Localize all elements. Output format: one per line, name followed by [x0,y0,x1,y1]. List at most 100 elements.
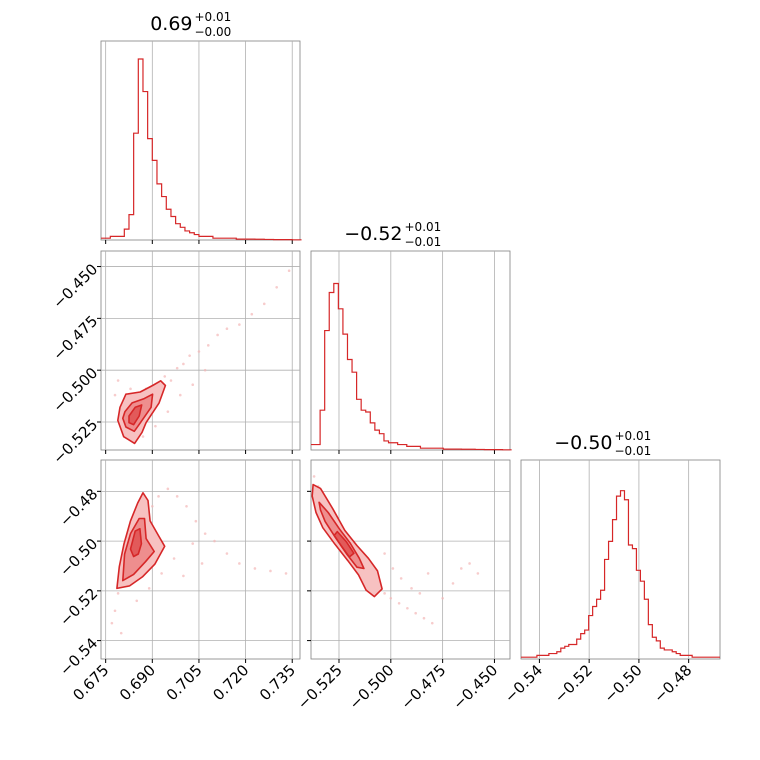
sample-point [430,621,434,625]
sample-point [216,333,219,337]
sample-point [157,495,160,498]
sample-point [238,562,241,565]
panel-frame [310,459,511,660]
sample-point [191,383,195,387]
contour-level [128,404,143,426]
title-median: −0.50 [554,432,612,454]
tick-label-x: −0.50 [601,661,646,706]
sample-point [312,475,316,478]
x-axis [338,251,495,454]
sample-point [459,567,463,570]
sample-point [110,621,114,625]
sample-point [383,552,386,555]
contour-level [333,530,355,558]
title-minus: −0.01 [405,235,442,249]
tick-label-x: 0.735 [256,661,299,704]
sample-point [113,393,117,397]
sample-point [391,567,395,570]
sample-point [169,379,173,382]
sample-point [113,609,117,613]
tick-label-x: −0.52 [551,661,596,706]
sample-point [163,375,167,378]
histogram-step [311,282,512,451]
histogram-step [521,490,720,658]
sample-point [225,552,229,555]
sample-point [253,567,257,570]
sample-point [203,368,207,372]
sample-point [287,269,291,272]
sample-point [476,572,480,575]
sample-point [284,572,288,575]
contour-level [129,527,143,558]
sample-point [175,366,179,370]
sample-point [269,569,272,573]
tick-label-x: 0.720 [209,661,252,704]
tick-label-y: −0.500 [49,364,101,416]
sample-point [116,379,120,382]
sample-point [410,587,413,590]
sample-point [185,504,188,508]
tick-label-x: −0.525 [294,661,346,713]
sample-point [194,519,198,523]
x-axis: −0.54 −0.52 −0.50 −0.48 [501,460,695,706]
tick-label-x: −0.475 [397,661,449,713]
sample-point [397,601,401,605]
sample-point [172,557,176,560]
title-plus: +0.01 [615,429,652,443]
tick-label-x: −0.48 [650,661,695,706]
x-axis [105,251,293,454]
y-axis: −0.525−0.500−0.475−0.450 [49,260,300,468]
sample-point [206,344,210,347]
tick-label-y: −0.52 [56,584,101,629]
sample-point [182,362,185,366]
sample-point [426,572,430,575]
histogram-step [101,58,302,241]
sample-point [191,542,195,545]
sample-point [414,611,417,615]
panel-frame [100,250,301,451]
sample-point [203,532,207,535]
panel-title: −0.50 +0.01−0.01 [554,429,651,458]
sample-point [154,424,157,428]
panel-frame [520,459,721,660]
sample-point [178,393,182,397]
sample-point [119,631,123,635]
title-median: −0.52 [344,223,402,245]
sample-point [175,495,179,498]
sample-point [250,312,254,316]
title-minus: −0.01 [615,444,652,458]
sample-point [213,539,216,543]
sample-point [160,572,163,575]
sample-point [399,577,403,580]
sample-point [147,587,151,590]
sample-point [166,410,170,413]
sample-point [141,435,145,438]
sample-point [275,285,278,289]
tick-label-y: −0.450 [49,260,101,312]
tick-label-x: 0.705 [163,661,206,704]
title-minus: −0.00 [195,25,232,39]
tick-label-y: −0.48 [56,485,101,530]
sample-point [406,606,409,610]
sample-point [389,597,393,600]
title-plus: +0.01 [405,220,442,234]
tick-label-y: −0.50 [56,535,101,580]
sample-point [441,597,444,600]
sample-point [451,582,455,585]
sample-point [238,323,241,326]
sample-point [135,599,139,603]
sample-point [129,387,132,391]
tick-label-y: −0.475 [49,312,101,364]
sample-point [418,592,422,595]
y-axis: −0.54−0.52−0.50−0.48 [56,485,300,679]
sample-point [468,562,471,565]
sample-point [166,487,170,491]
tick-label-y: −0.525 [49,416,101,468]
sample-point [182,574,185,578]
tick-label-x: −0.54 [501,661,546,706]
panel-frame [100,459,301,660]
x-axis: 0.675 0.690 0.705 0.720 0.735 [69,460,299,704]
sample-point [151,504,154,508]
sample-point [197,350,201,353]
